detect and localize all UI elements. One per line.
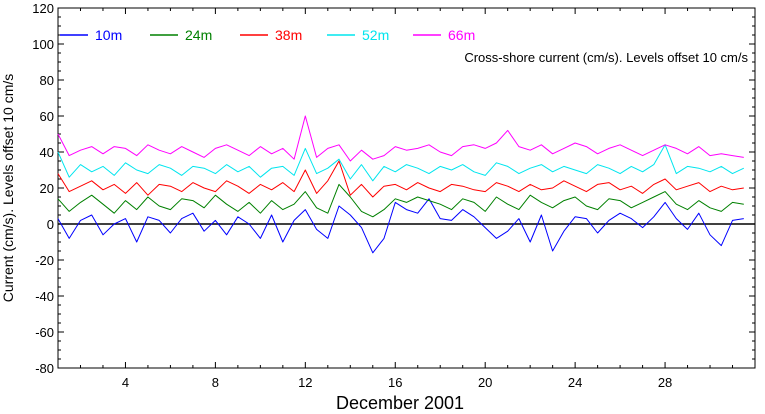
- legend: 10m 24m 38m 52m 66m: [60, 27, 475, 43]
- y-tick-label: -40: [35, 289, 54, 304]
- y-tick-label: 80: [40, 73, 54, 88]
- series-line-24m: [57, 183, 744, 218]
- x-axis: 4 8 12 16 20 24 28: [79, 8, 734, 390]
- series-line-10m: [57, 198, 744, 254]
- x-tick-label: 16: [388, 375, 402, 390]
- y-axis: -80 -60 -40 -20 0 20 40 60 80 100 120: [32, 1, 755, 376]
- x-tick-label: 20: [478, 375, 492, 390]
- x-tick-label: 24: [568, 375, 582, 390]
- legend-label-10m: 10m: [95, 27, 122, 43]
- series-line-38m: [57, 160, 744, 198]
- x-axis-title: December 2001: [336, 393, 464, 413]
- legend-label-38m: 38m: [275, 27, 302, 43]
- y-tick-label: -80: [35, 361, 54, 376]
- y-tick-label: 0: [47, 217, 54, 232]
- y-tick-label: -20: [35, 253, 54, 268]
- legend-label-52m: 52m: [362, 27, 389, 43]
- y-tick-label: 100: [32, 37, 54, 52]
- x-tick-label: 28: [658, 375, 672, 390]
- legend-label-24m: 24m: [185, 27, 212, 43]
- series-line-52m: [57, 144, 745, 182]
- legend-label-66m: 66m: [448, 27, 475, 43]
- x-tick-label: 12: [298, 375, 312, 390]
- series-group: [57, 115, 745, 254]
- y-tick-label: 20: [40, 181, 54, 196]
- y-axis-title: Current (cm/s). Levels offset 10 cm/s: [0, 74, 16, 302]
- y-tick-label: -60: [35, 325, 54, 340]
- y-tick-label: 60: [40, 109, 54, 124]
- x-tick-label: 8: [212, 375, 219, 390]
- series-line-66m: [57, 115, 744, 162]
- annotation-text: Cross-shore current (cm/s). Levels offse…: [464, 50, 748, 65]
- y-tick-label: 120: [32, 1, 54, 16]
- x-tick-label: 4: [122, 375, 129, 390]
- y-tick-label: 40: [40, 145, 54, 160]
